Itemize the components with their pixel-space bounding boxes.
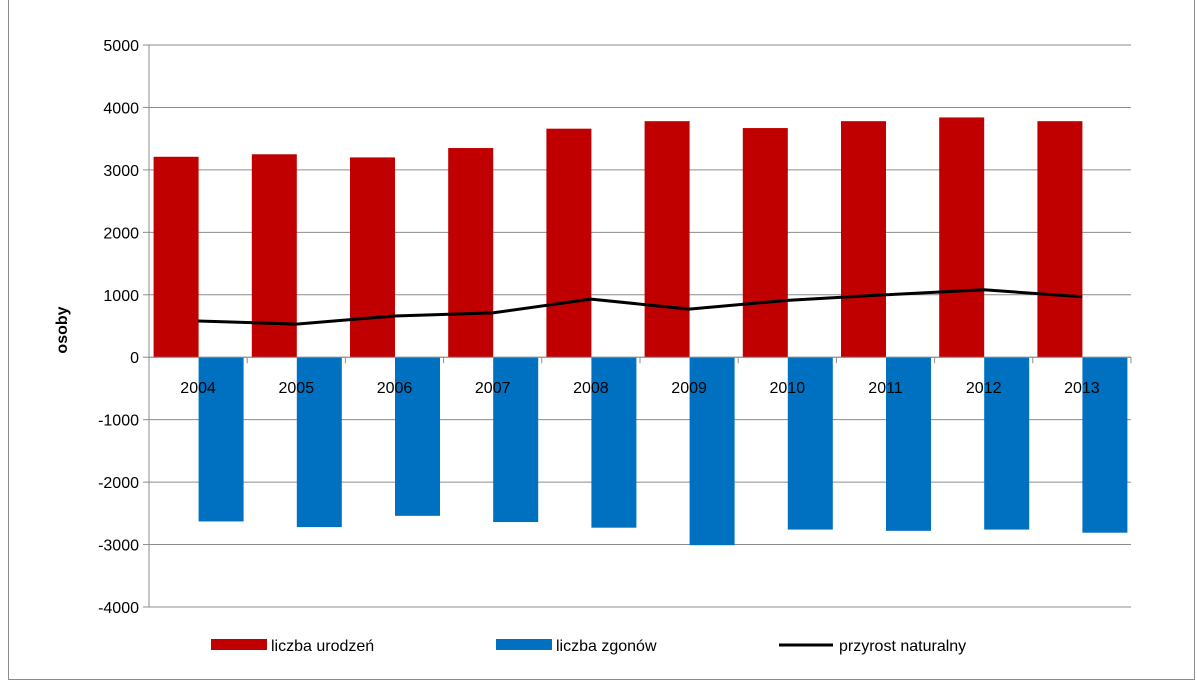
y-tick-label: 4000	[103, 100, 139, 117]
bar-births	[644, 121, 690, 358]
bars	[153, 117, 1128, 546]
chart-frame: 5000 4000 3000 2000 1000 0 -1000 -2000 -3000 -400…	[8, 0, 1195, 680]
x-category-label: 2008	[573, 380, 609, 397]
y-axis-ticks: 5000 4000 3000 2000 1000 0 -1000 -2000 -3000 -400…	[98, 38, 139, 617]
y-tick-label: 5000	[103, 38, 139, 55]
bar-deaths	[787, 357, 833, 530]
x-category-label: 2009	[671, 380, 707, 397]
y-axis-label: osoby	[54, 306, 71, 353]
bar-deaths	[1082, 357, 1128, 533]
axes	[148, 45, 1132, 607]
x-category-label: 2006	[377, 380, 413, 397]
bar-deaths	[886, 357, 931, 531]
bar-deaths	[493, 357, 539, 523]
bar-deaths	[395, 357, 440, 516]
x-category-label: 2010	[770, 380, 806, 397]
chart: 5000 4000 3000 2000 1000 0 -1000 -2000 -3000 -400…	[54, 38, 1132, 655]
bar-deaths	[689, 357, 735, 546]
legend-label-births: liczba urodzeń	[271, 638, 374, 655]
y-tick-label: 1000	[103, 288, 139, 305]
y-tick-label: -1000	[98, 413, 139, 430]
y-tick-label: -2000	[98, 475, 139, 492]
x-category-label: 2013	[1064, 380, 1100, 397]
bar-births	[350, 157, 395, 358]
bar-births	[939, 117, 985, 358]
bar-births	[546, 128, 592, 358]
y-tick-label: 3000	[103, 163, 139, 180]
bar-deaths	[296, 357, 342, 528]
bar-births	[153, 156, 199, 358]
y-tick-label: 0	[130, 350, 139, 367]
bar-births	[841, 121, 886, 358]
legend-label-growth: przyrost naturalny	[839, 638, 966, 655]
y-tick-label: 2000	[103, 225, 139, 242]
legend-label-deaths: liczba zgonów	[556, 638, 657, 655]
line-growth	[198, 288, 1083, 326]
y-tick-label: -4000	[98, 600, 139, 617]
bar-deaths	[591, 357, 637, 528]
legend: liczba urodzeń liczba zgonów przyrost na…	[211, 638, 966, 655]
x-category-label: 2011	[868, 380, 903, 397]
bar-deaths	[984, 357, 1030, 530]
line-series	[198, 288, 1083, 326]
x-category-label: 2005	[279, 380, 315, 397]
x-category-label: 2012	[966, 380, 1002, 397]
bar-births	[251, 154, 297, 358]
legend-swatch-births	[211, 639, 267, 650]
x-category-label: 2004	[180, 380, 216, 397]
bar-births	[1037, 121, 1083, 358]
y-tick-label: -3000	[98, 538, 139, 555]
bar-births	[448, 148, 494, 358]
legend-swatch-deaths	[496, 639, 552, 650]
x-category-label: 2007	[475, 380, 511, 397]
x-axis-categories: 2004 2005 2006 2007 2008 2009 2010 2011 2012 2013	[180, 380, 1099, 397]
bar-births	[742, 128, 788, 358]
bar-deaths	[198, 357, 244, 522]
